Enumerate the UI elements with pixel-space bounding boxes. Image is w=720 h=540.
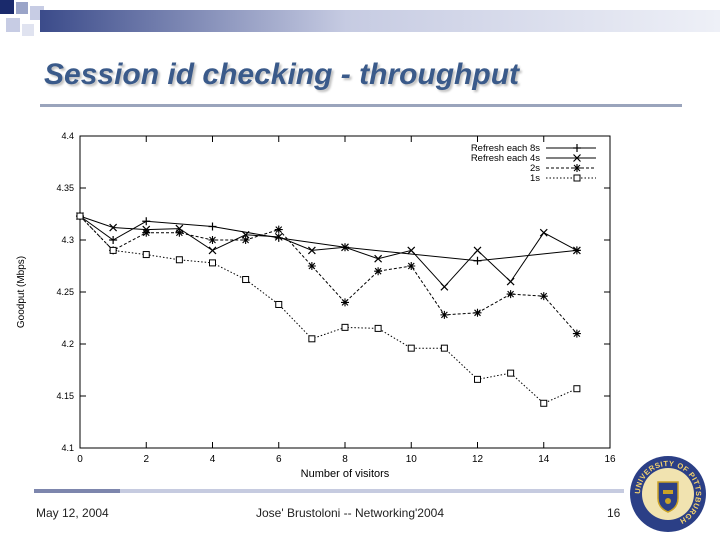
y-tick-label: 4.3 <box>61 235 74 245</box>
decorative-header-bar <box>40 10 720 32</box>
x-marker <box>208 246 217 255</box>
square-marker <box>308 335 316 343</box>
x-tick-label: 4 <box>210 454 216 465</box>
square-marker <box>242 276 250 284</box>
square-marker <box>209 259 216 267</box>
plus-marker <box>142 217 151 226</box>
x-marker <box>539 228 548 237</box>
plus-marker <box>573 144 581 152</box>
y-tick-label: 4.4 <box>61 131 74 141</box>
x-marker <box>341 243 349 252</box>
page-number: 16 <box>607 506 621 520</box>
x-marker <box>374 254 383 263</box>
legend-label: Refresh each 4s <box>471 153 540 164</box>
star-marker <box>539 292 548 301</box>
x-marker <box>440 282 449 291</box>
x-tick-label: 12 <box>472 454 484 465</box>
series-line <box>79 215 577 262</box>
series-line <box>79 215 578 334</box>
square-marker <box>507 369 515 377</box>
throughput-chart: 4.1 4.15 4.2 4.25 4.3 4.35 4.4 0 2 4 6 8 10 12 14 16 G… <box>16 131 616 480</box>
star-marker <box>573 164 581 172</box>
star-marker <box>307 262 316 270</box>
series-x <box>76 212 581 291</box>
square-marker <box>275 300 283 308</box>
star-marker <box>374 267 383 276</box>
star-marker <box>274 225 283 234</box>
footer-date: May 12, 2004 <box>36 506 109 520</box>
x-tick-label: 2 <box>143 454 149 465</box>
x-marker <box>109 223 118 232</box>
title-rule <box>40 104 682 107</box>
square-marker <box>407 344 415 352</box>
x-marker <box>572 246 581 255</box>
x-tick-label: 6 <box>276 454 282 465</box>
star-marker <box>572 329 581 338</box>
legend-label: 2s <box>530 163 540 174</box>
legend-label: Refresh each 8s <box>471 143 540 154</box>
star-marker <box>142 228 151 237</box>
y-tick-label: 4.2 <box>61 339 74 349</box>
x-marker <box>473 246 482 255</box>
square-marker <box>540 399 548 407</box>
x-marker <box>573 154 581 162</box>
y-axis-label: Goodput (Mbps) <box>16 256 27 328</box>
x-tick-label: 10 <box>406 454 418 465</box>
x-marker <box>506 277 515 286</box>
plus-marker <box>109 236 118 244</box>
series-line <box>79 215 578 404</box>
x-tick-label: 14 <box>538 454 550 465</box>
square-marker <box>374 324 382 332</box>
legend-label: 1s <box>530 173 540 184</box>
square-marker <box>341 323 349 331</box>
square-marker <box>573 174 581 182</box>
series-star <box>76 212 581 338</box>
star-marker <box>440 310 449 319</box>
university-seal-logo: UNIVERSITY OF PITTSBURGH <box>630 456 706 532</box>
footer-presenter: Jose' Brustoloni -- Networking'2004 <box>256 506 445 520</box>
y-tick-label: 4.15 <box>56 391 74 401</box>
x-marker <box>407 246 416 255</box>
y-tick-label: 4.35 <box>56 183 74 193</box>
decorative-squares <box>0 0 44 36</box>
star-marker <box>341 298 349 307</box>
square-marker <box>76 212 84 220</box>
square-marker <box>109 246 117 254</box>
square-marker <box>440 344 448 352</box>
star-marker <box>208 236 217 244</box>
plus-marker <box>473 256 482 265</box>
plus-marker <box>208 222 217 231</box>
x-marker <box>274 232 283 241</box>
y-tick-label: 4.1 <box>61 443 74 453</box>
x-axis-label: Number of visitors <box>301 468 390 480</box>
square-marker <box>474 375 481 383</box>
square-marker <box>142 251 150 259</box>
y-tick-label: 4.25 <box>56 287 74 297</box>
square-marker <box>175 256 183 264</box>
footer-rule <box>34 489 624 493</box>
star-marker <box>407 262 416 270</box>
x-marker <box>307 246 316 255</box>
footer-rule-accent <box>34 489 120 493</box>
star-marker <box>175 228 184 237</box>
series-line <box>79 215 578 288</box>
star-marker <box>241 236 250 244</box>
slide-title: Session id checking - throughput <box>44 58 520 91</box>
star-marker <box>473 308 482 317</box>
star-marker <box>506 290 515 299</box>
x-tick-label: 0 <box>77 454 83 465</box>
x-tick-label: 16 <box>604 454 616 465</box>
square-marker <box>573 385 581 393</box>
x-tick-label: 8 <box>342 454 348 465</box>
series-square <box>76 212 581 407</box>
